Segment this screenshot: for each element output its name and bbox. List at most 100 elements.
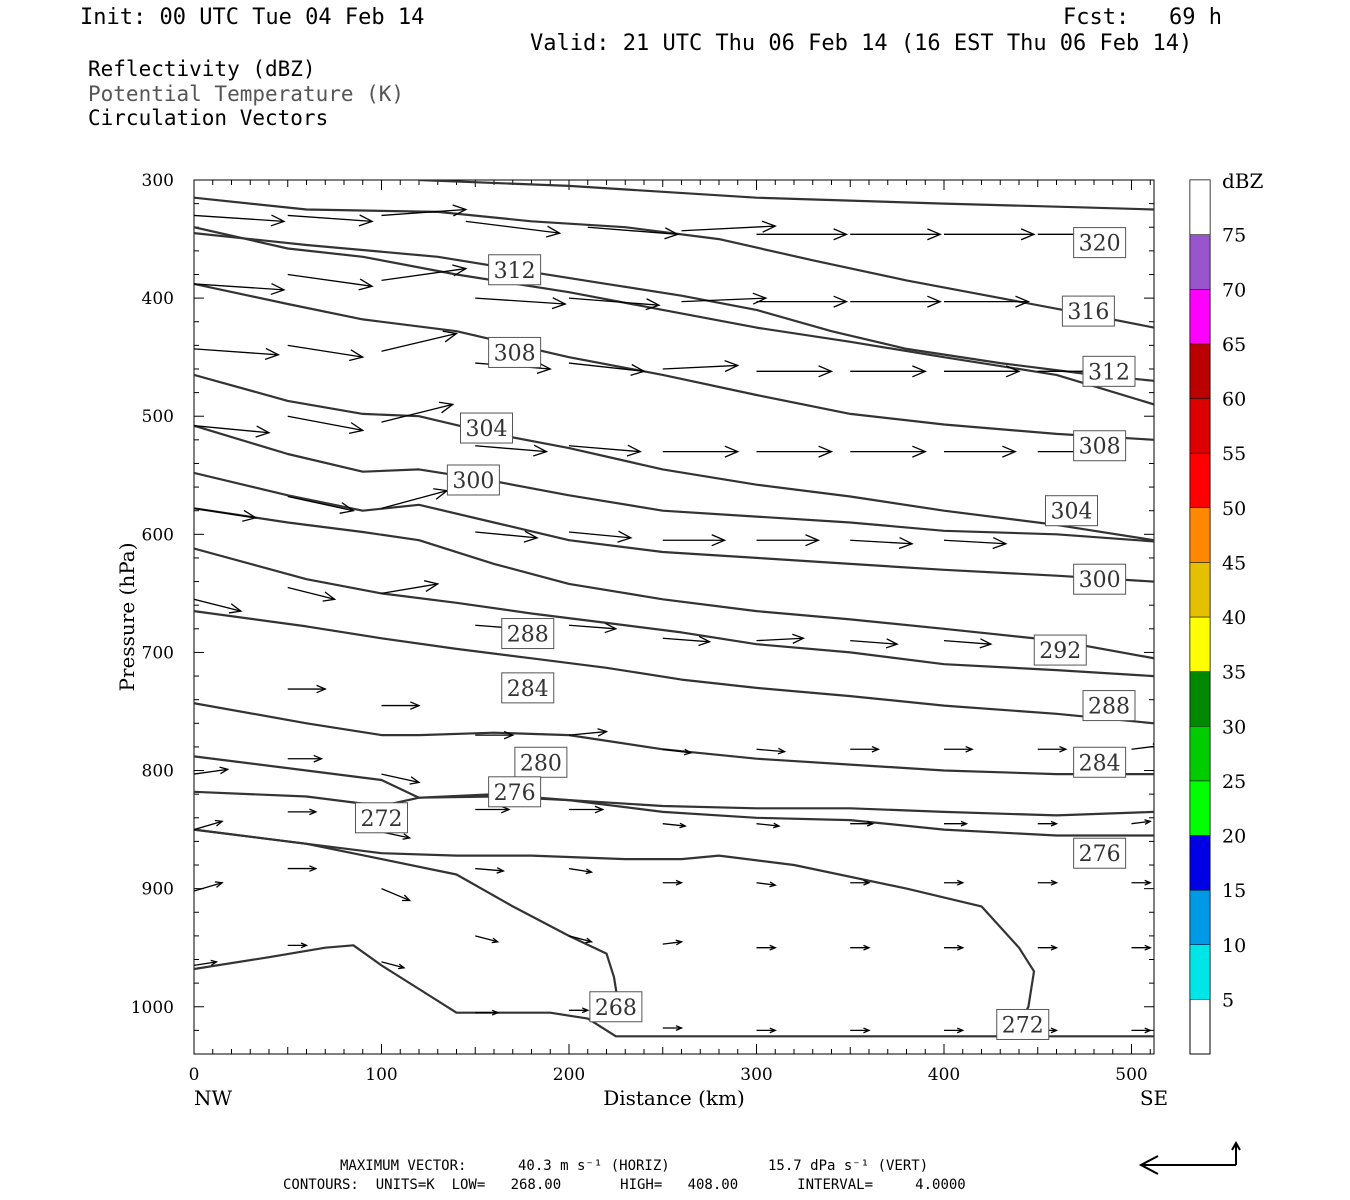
y-axis-title: Pressure (hPa) bbox=[115, 543, 139, 692]
colorbar-swatch bbox=[1189, 398, 1211, 454]
circulation-vector bbox=[194, 347, 281, 360]
contour-labels: 320 316 312 312 308 308 304 304 300 300 292 288 288 2… bbox=[355, 227, 1136, 1040]
circulation-vector bbox=[756, 295, 849, 308]
theta-contour-272 bbox=[194, 828, 1036, 1026]
colorbar-level-label: 40 bbox=[1222, 607, 1246, 629]
colorbar-level-label: 5 bbox=[1222, 989, 1234, 1011]
circulation-vector bbox=[850, 537, 914, 550]
colorbar-swatch bbox=[1189, 562, 1211, 618]
contour-label: 272 bbox=[355, 802, 408, 834]
y-tick-label: 500 bbox=[142, 407, 174, 427]
circulation-vector bbox=[943, 537, 1008, 550]
colorbar-swatch bbox=[1189, 179, 1211, 235]
circulation-vector bbox=[568, 530, 633, 543]
axis-tick-labels: 0 100 200 300 400 500 300 400 500 600 700 800 900 100… bbox=[131, 171, 1148, 1085]
axis-ticks bbox=[193, 179, 1154, 1055]
y-tick-label: 700 bbox=[142, 643, 174, 663]
contour-label: 288 bbox=[501, 618, 555, 650]
circulation-vector bbox=[1037, 944, 1059, 951]
circulation-vector bbox=[662, 635, 712, 647]
colorbar-swatch bbox=[1189, 234, 1211, 290]
max-vector-vertical: 15.7 dPa s⁻¹ (VERT) bbox=[768, 1158, 929, 1174]
contour-label: 320 bbox=[1073, 227, 1127, 259]
x-tick-label: 300 bbox=[740, 1065, 772, 1085]
circulation-vector bbox=[756, 445, 834, 458]
circulation-vector bbox=[756, 633, 806, 644]
circulation-vector bbox=[194, 959, 219, 967]
contour-label: 284 bbox=[1073, 746, 1127, 778]
y-tick-label: 300 bbox=[142, 171, 174, 191]
reference-vector-icon bbox=[1138, 1140, 1241, 1175]
circulation-vector bbox=[756, 1027, 777, 1034]
colorbar-swatch bbox=[1189, 289, 1211, 345]
circulation-vector bbox=[194, 881, 224, 892]
x-axis-title: Distance (km) bbox=[603, 1086, 745, 1110]
circulation-vector bbox=[381, 701, 421, 710]
y-tick-label: 800 bbox=[142, 762, 174, 782]
circulation-vector bbox=[850, 228, 942, 241]
valid-time: Valid: 21 UTC Thu 06 Feb 14 (16 EST Thu … bbox=[530, 31, 1193, 56]
circulation-vector bbox=[756, 944, 777, 951]
theta-contour-316 bbox=[194, 282, 1154, 441]
circulation-vector bbox=[1131, 743, 1154, 750]
circulation-vector bbox=[194, 214, 286, 227]
circulation-vector bbox=[944, 295, 1031, 308]
circulation-vector bbox=[568, 935, 594, 944]
colorbar-level-label: 30 bbox=[1222, 716, 1246, 738]
svg-text:276: 276 bbox=[1079, 842, 1121, 867]
theta-contour-320 bbox=[194, 226, 1154, 406]
x-tick-label: 400 bbox=[928, 1065, 960, 1085]
x-tick-label: 200 bbox=[553, 1065, 585, 1085]
svg-text:292: 292 bbox=[1039, 639, 1081, 664]
circulation-vector bbox=[850, 944, 871, 951]
circulation-vector bbox=[475, 530, 539, 543]
circulation-vector bbox=[194, 819, 224, 831]
colorbar-swatch bbox=[1189, 343, 1211, 399]
circulation-vector bbox=[569, 1007, 590, 1014]
legend-circulation-vectors: Circulation Vectors bbox=[88, 106, 329, 130]
contour-info: CONTOURS: UNITS=K LOW= 268.00 HIGH= 408.… bbox=[283, 1177, 966, 1193]
circulation-vector bbox=[850, 820, 875, 827]
colorbar-level-label: 35 bbox=[1222, 662, 1246, 684]
colorbar-swatch bbox=[1189, 889, 1211, 945]
svg-text:276: 276 bbox=[494, 781, 536, 806]
circulation-vector bbox=[756, 228, 849, 241]
svg-text:308: 308 bbox=[1079, 435, 1121, 460]
circulation-vector bbox=[465, 220, 562, 238]
circulation-vector bbox=[287, 754, 324, 763]
contour-label: 304 bbox=[1045, 495, 1098, 527]
theta-contour-308 bbox=[194, 424, 1154, 543]
colorbar-level-label: 15 bbox=[1222, 880, 1246, 902]
circulation-vector bbox=[850, 745, 881, 753]
svg-text:312: 312 bbox=[1088, 360, 1130, 385]
circulation-vector bbox=[662, 822, 687, 829]
circulation-vector bbox=[475, 1009, 500, 1016]
y-tick-label: 900 bbox=[142, 880, 174, 900]
colorbar-level-label: 20 bbox=[1222, 826, 1246, 848]
circulation-vector bbox=[287, 415, 365, 434]
y-tick-label: 600 bbox=[142, 525, 174, 545]
colorbar-level-label: 65 bbox=[1222, 334, 1246, 356]
svg-text:284: 284 bbox=[1079, 751, 1121, 776]
circulation-vector bbox=[944, 228, 1036, 241]
x-tick-label: 500 bbox=[1115, 1065, 1147, 1085]
circulation-vector bbox=[1131, 879, 1152, 886]
circulation-vector bbox=[287, 865, 318, 872]
colorbar-level-label: 50 bbox=[1222, 498, 1246, 520]
svg-text:320: 320 bbox=[1079, 232, 1121, 257]
circulation-vector bbox=[1131, 944, 1152, 951]
circulation-vector bbox=[662, 879, 684, 886]
init-time: Init: 00 UTC Tue 04 Feb 14 bbox=[80, 5, 425, 30]
circulation-vector bbox=[850, 365, 927, 378]
forecast-hour: Fcst: 69 h bbox=[1063, 5, 1222, 30]
circulation-vector bbox=[568, 362, 646, 376]
circulation-vector bbox=[850, 295, 942, 308]
circulation-vector bbox=[756, 365, 834, 378]
svg-text:288: 288 bbox=[507, 623, 549, 648]
colorbar-swatch bbox=[1189, 726, 1211, 782]
theta-contour-288 bbox=[194, 610, 1154, 725]
circulation-vector bbox=[756, 747, 787, 755]
colorbar-swatch bbox=[1189, 835, 1211, 891]
circulation-vector bbox=[756, 881, 777, 888]
